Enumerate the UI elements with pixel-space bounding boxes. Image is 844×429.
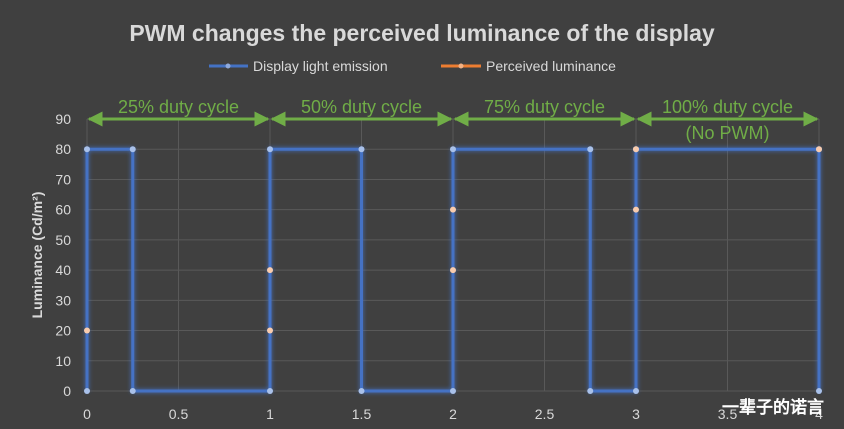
legend-label-emission: Display light emission [253, 58, 388, 74]
series-emission-line [85, 147, 821, 393]
emission-point-3 [129, 388, 136, 394]
y-tick-label-1: 10 [55, 353, 71, 369]
emission-point-8 [450, 388, 456, 394]
emission-point-15 [816, 388, 822, 394]
duty-sublabel-3: (No PWM) [686, 123, 770, 143]
plot-area: 0 0.5 1 1.5 2 2.5 3 3.5 4010203040506070809025% … [55, 97, 823, 422]
perceived-point-2-1 [633, 206, 639, 213]
x-tick-label-6: 3 [632, 406, 640, 422]
duty-label-1: 50% duty cycle [301, 97, 422, 117]
y-tick-label-4: 40 [55, 262, 71, 278]
x-tick-label-3: 1.5 [352, 406, 372, 422]
perceived-point-1-1 [450, 267, 456, 274]
emission-point-10 [587, 146, 594, 153]
x-tick-label-7: 3.5 [718, 406, 738, 422]
watermark: 一辈子的诺言 [722, 397, 824, 418]
perceived-point-3-1 [816, 146, 822, 153]
y-tick-label-5: 50 [55, 232, 71, 248]
duty-label-3: 100% duty cycle [662, 97, 793, 117]
y-tick-label-6: 60 [55, 202, 71, 218]
legend: Display light emission Perceived luminan… [209, 58, 616, 74]
chart-title: PWM changes the perceived luminance of t… [129, 20, 715, 46]
duty-label-2: 75% duty cycle [484, 97, 605, 117]
y-axis-label: Luminance (Cd/m²) [29, 192, 45, 319]
emission-point-1 [84, 146, 90, 153]
y-tick-label-8: 80 [55, 141, 71, 157]
emission-point-5 [267, 146, 273, 153]
y-tick-label-0: 0 [63, 383, 71, 399]
perceived-point-0-1 [267, 327, 273, 334]
perceived-point-2-0 [450, 206, 456, 213]
perceived-point-3-0 [633, 146, 639, 153]
emission-point-7 [358, 388, 365, 394]
y-tick-label-9: 90 [55, 111, 71, 127]
emission-point-6 [358, 146, 365, 153]
x-tick-label-5: 2.5 [535, 406, 555, 422]
x-tick-label-8: 4 [815, 406, 823, 422]
emission-point-9 [450, 146, 456, 153]
legend-marker-emission [225, 63, 231, 69]
duty-label-0: 25% duty cycle [118, 97, 239, 117]
legend-label-perceived: Perceived luminance [486, 58, 616, 74]
emission-point-0 [84, 388, 90, 394]
emission-point-2 [129, 146, 136, 153]
x-tick-label-1: 0.5 [169, 406, 189, 422]
perceived-point-1-0 [267, 267, 273, 274]
y-tick-label-7: 70 [55, 171, 71, 187]
emission-point-11 [587, 388, 594, 394]
emission-point-12 [633, 388, 639, 394]
y-tick-label-3: 30 [55, 292, 71, 308]
x-tick-label-2: 1 [266, 406, 274, 422]
perceived-point-0-0 [84, 327, 90, 334]
y-tick-label-2: 20 [55, 323, 71, 339]
legend-marker-perceived [458, 63, 464, 69]
x-tick-label-0: 0 [83, 406, 91, 422]
x-tick-label-4: 2 [449, 406, 457, 422]
emission-point-4 [267, 388, 273, 394]
